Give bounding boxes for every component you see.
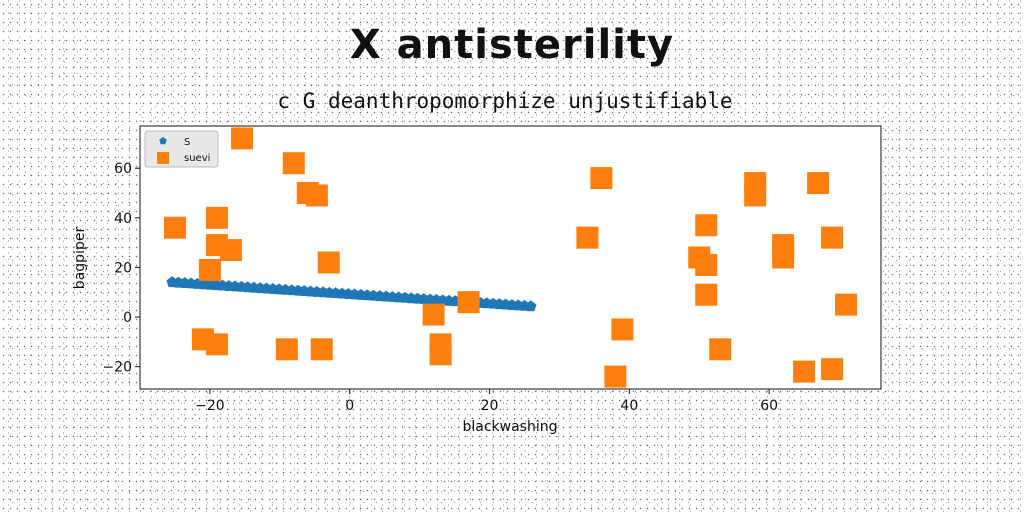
data-point-square: [590, 167, 613, 190]
data-point-square: [198, 258, 221, 281]
y-tick-label: 60: [114, 161, 132, 177]
x-axis-ticks: −20 0 20 40 60: [195, 389, 778, 414]
x-axis-label: blackwashing: [462, 419, 557, 435]
y-axis-ticks: −20 0 20 40 60: [102, 161, 140, 376]
data-point-square: [219, 239, 242, 262]
legend-label-suevi: suevi: [184, 153, 210, 164]
data-point-pentagon: [525, 300, 537, 312]
legend: S suevi: [144, 130, 219, 168]
y-axis-label: bagpiper: [72, 227, 88, 290]
data-point-square: [282, 152, 305, 175]
data-point-square: [205, 206, 228, 229]
legend-marker-suevi: [157, 152, 169, 164]
legend-symbol: [159, 137, 167, 145]
data-point-square: [835, 293, 858, 316]
data-point-square: [305, 184, 328, 207]
y-tick-label: 20: [114, 260, 132, 276]
data-points: [163, 127, 858, 388]
data-point-square: [744, 184, 767, 207]
data-point-square: [695, 283, 718, 306]
data-point-square: [793, 360, 816, 383]
data-point-square: [821, 358, 844, 381]
data-point-square: [310, 338, 333, 361]
data-point-square: [422, 303, 445, 326]
x-tick-label: 40: [620, 398, 638, 414]
y-tick-label: −20: [102, 360, 132, 376]
data-point-square: [429, 343, 452, 366]
data-point-square: [163, 216, 186, 239]
legend-label-s: S: [184, 137, 190, 148]
chart-subtitle: c G deanthropomorphize unjustifiable: [277, 89, 733, 113]
data-point-square: [576, 226, 599, 249]
data-point-square: [317, 251, 340, 274]
x-tick-label: 20: [481, 398, 499, 414]
y-tick-label: 40: [114, 211, 132, 227]
data-point-square: [695, 214, 718, 237]
x-tick-label: −20: [195, 398, 225, 414]
data-point-square: [821, 226, 844, 249]
data-point-square: [807, 172, 830, 195]
legend-marker-s: [159, 137, 167, 145]
plot-frame: [139, 125, 882, 390]
x-tick-label: 60: [760, 398, 778, 414]
chart-title: X antisterility: [349, 22, 675, 68]
data-point-square: [457, 291, 480, 314]
data-point-square: [611, 318, 634, 341]
data-point-square: [695, 253, 718, 276]
data-point-square: [772, 246, 795, 269]
data-point-square: [231, 127, 254, 150]
data-point-square: [604, 365, 627, 388]
data-point-square: [275, 338, 298, 361]
plot-area: [140, 126, 881, 389]
legend-symbol: [157, 152, 169, 164]
y-tick-label: 0: [123, 310, 132, 326]
data-point-square: [205, 333, 228, 356]
x-tick-label: 0: [345, 398, 354, 414]
data-point-square: [709, 338, 732, 361]
